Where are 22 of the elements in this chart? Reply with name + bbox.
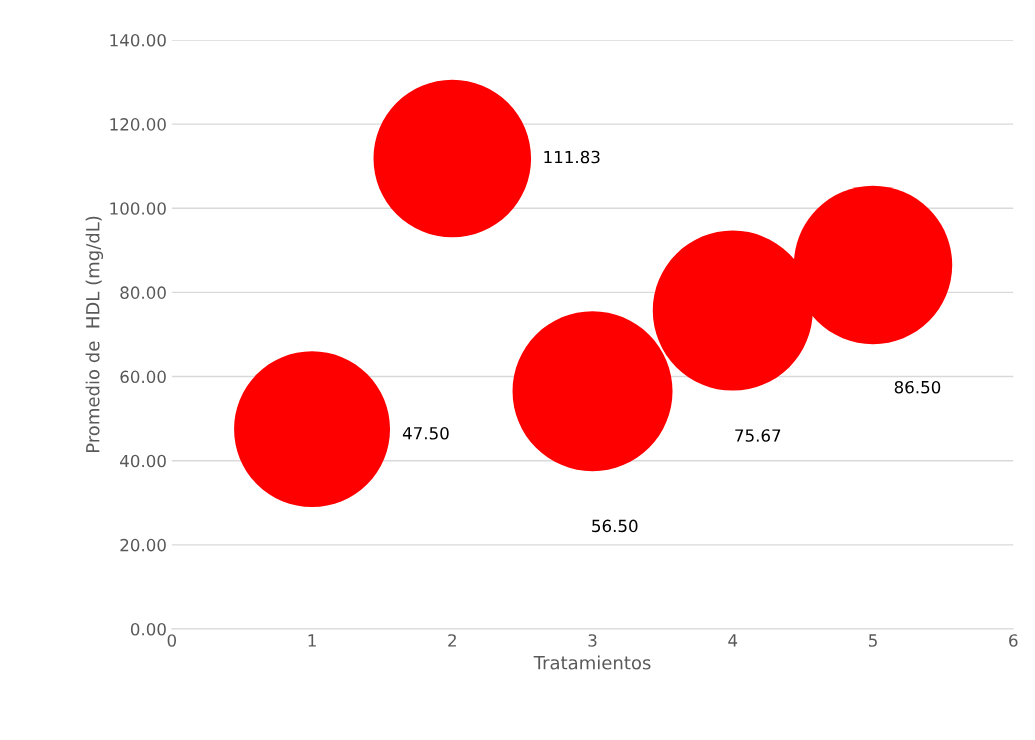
y-tick-label: 40.00 [120,454,166,468]
y-tick-label: 60.00 [120,370,166,384]
data-label: 47.50 [402,426,449,440]
data-label: 75.67 [735,429,781,442]
data-label: 111.83 [544,150,600,164]
y-tick-label: 0.00 [130,622,166,636]
x-tick-label: 3 [588,634,597,647]
x-tick-label: 6 [1009,634,1018,647]
data-label: 86.50 [894,380,941,394]
y-tick-label: 80.00 [120,286,166,299]
y-tick-label: 120.00 [110,118,166,131]
x-tick-label: 1 [308,634,316,647]
x-tick-label: 4 [728,634,738,647]
y-tick-label: 140.00 [110,33,166,47]
x-axis-title: Tratamientos [533,655,651,670]
x-tick-label: 2 [448,634,456,647]
x-tick-label: 0 [167,634,177,647]
y-axis-title: Promedio de HDL (mg/dL) [85,216,104,453]
x-tick-label: 5 [869,634,877,647]
y-tick-label: 20.00 [120,538,166,552]
y-tick-label: 100.00 [110,202,166,215]
data-label: 56.50 [592,519,638,533]
